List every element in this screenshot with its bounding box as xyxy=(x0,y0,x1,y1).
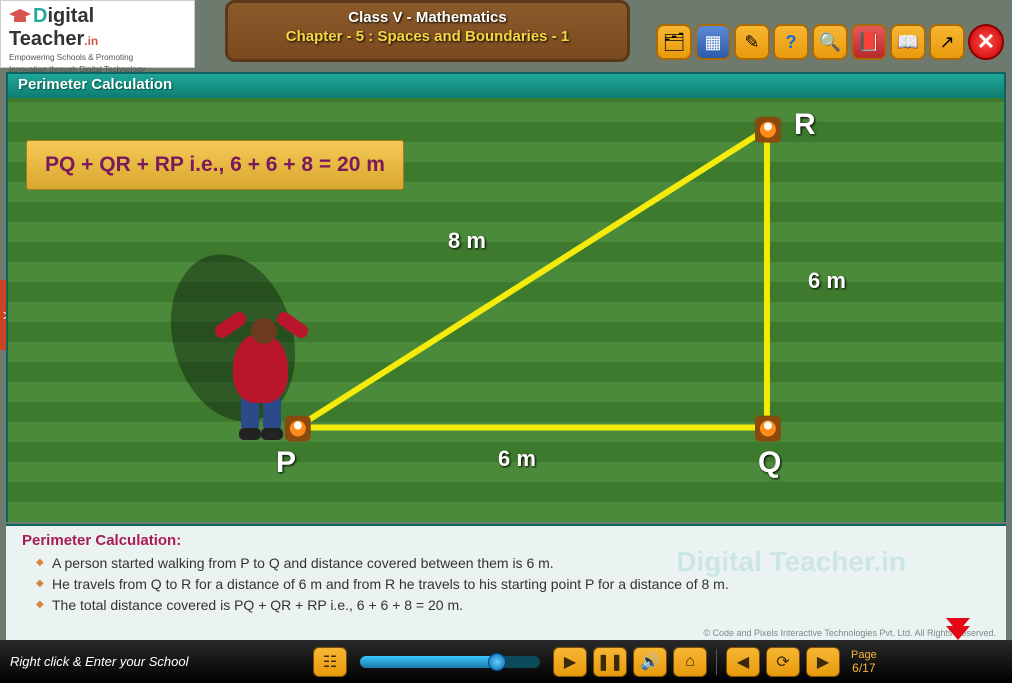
reload-icon[interactable]: ⟳ xyxy=(766,647,800,677)
next-page-icon[interactable]: ▶ xyxy=(806,647,840,677)
person-figure xyxy=(203,283,313,438)
vertex-P: P xyxy=(276,446,296,480)
prev-page-icon[interactable]: ◀ xyxy=(726,647,760,677)
index-tree-icon[interactable]: ☷ xyxy=(313,647,347,677)
progress-fill xyxy=(360,656,500,668)
progress-slider[interactable] xyxy=(360,656,540,668)
scroll-down-icon-2[interactable] xyxy=(946,626,970,640)
logo-sub1: Empowering Schools & Promoting xyxy=(9,53,186,63)
edge-QR-label: 6 m xyxy=(808,268,846,294)
logo: Digital Teacher.in Empowering Schools & … xyxy=(0,0,195,68)
header-bar: Digital Teacher.in Empowering Schools & … xyxy=(0,0,1012,72)
notes-icon[interactable]: ▦ xyxy=(695,24,731,60)
top-toolbar: 🗂 ▦ ✎ ? 🔍 📕 📖 ↗ ✕ xyxy=(656,24,1004,60)
stage-container: Perimeter Calculation PQ + QR + RP i.e.,… xyxy=(6,72,1006,522)
play-icon[interactable]: ▶ xyxy=(553,647,587,677)
edge-PQ-label: 6 m xyxy=(498,446,536,472)
diagram-stage: PQ + QR + RP i.e., 6 + 6 + 8 = 20 m P Q … xyxy=(8,98,1004,522)
graduation-cap-icon xyxy=(9,9,31,25)
footer-hint: Right click & Enter your School xyxy=(10,654,310,669)
vertex-Q: Q xyxy=(758,446,781,480)
explanation-panel: Digital Teacher.in Perimeter Calculation… xyxy=(6,524,1006,640)
explanation-line-2: He travels from Q to R for a distance of… xyxy=(36,576,990,592)
edit-icon[interactable]: ✎ xyxy=(734,24,770,60)
progress-knob[interactable] xyxy=(488,653,506,671)
book-icon[interactable]: 📖 xyxy=(890,24,926,60)
logo-in: .in xyxy=(84,34,98,48)
search-icon[interactable]: 🔍 xyxy=(812,24,848,60)
home-icon[interactable]: ⌂ xyxy=(673,647,707,677)
pause-icon[interactable]: ❚❚ xyxy=(593,647,627,677)
footer-bar: Right click & Enter your School ☷ ▶ ❚❚ 🔊… xyxy=(0,640,1012,683)
edge-RP-label: 8 m xyxy=(448,228,486,254)
divider xyxy=(716,649,717,675)
question-icon[interactable]: ? xyxy=(773,24,809,60)
explanation-line-1: A person started walking from P to Q and… xyxy=(36,555,990,571)
help-index-icon[interactable]: 🗂 xyxy=(656,24,692,60)
logo-letter-d: D xyxy=(33,5,47,27)
explanation-line-3: The total distance covered is PQ + QR + … xyxy=(36,597,990,613)
page-value: 6/17 xyxy=(851,661,877,675)
dictionary-icon[interactable]: 📕 xyxy=(851,24,887,60)
chapter-title-plaque: Class V - Mathematics Chapter - 5 : Spac… xyxy=(225,0,630,62)
logo-title: Digital Teacher.in xyxy=(9,5,186,51)
section-title: Perimeter Calculation xyxy=(8,74,1004,98)
class-title: Class V - Mathematics xyxy=(228,9,627,26)
page-label: Page xyxy=(851,649,877,661)
sound-icon[interactable]: 🔊 xyxy=(633,647,667,677)
external-link-icon[interactable]: ↗ xyxy=(929,24,965,60)
close-icon[interactable]: ✕ xyxy=(968,24,1004,60)
chapter-title: Chapter - 5 : Spaces and Boundaries - 1 xyxy=(228,28,627,45)
vertex-R: R xyxy=(794,108,816,142)
page-indicator: Page 6/17 xyxy=(851,649,877,675)
